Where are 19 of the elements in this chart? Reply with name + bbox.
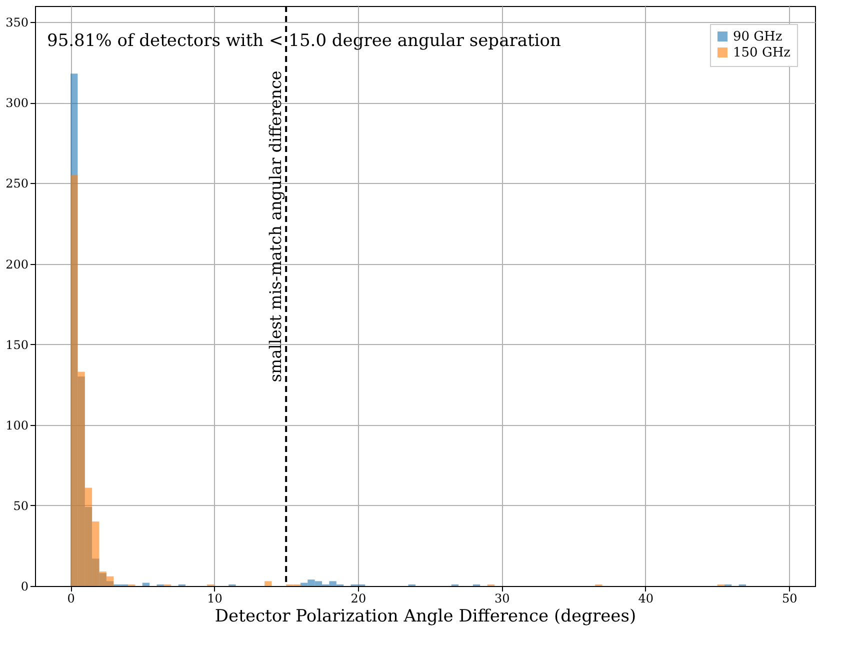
ref-line-label: smallest mis-match angular difference bbox=[266, 70, 286, 382]
legend-label: 150 GHz bbox=[733, 46, 791, 60]
x-tick-label: 0 bbox=[67, 592, 75, 606]
y-tick-label: 350 bbox=[6, 16, 28, 30]
x-axis-title: Detector Polarization Angle Difference (degrees) bbox=[214, 606, 636, 626]
y-tick-label: 150 bbox=[6, 338, 28, 352]
x-tick-label: 10 bbox=[207, 592, 222, 606]
x-tick-label: 20 bbox=[350, 592, 366, 606]
x-tick-label: 40 bbox=[638, 592, 654, 606]
x-tick-label: 30 bbox=[494, 592, 510, 606]
y-tick-label: 200 bbox=[6, 257, 28, 272]
annotation: 95.81% of detectors with < 15.0 degree angular separation bbox=[47, 31, 561, 51]
legend-label: 90 GHz bbox=[733, 30, 782, 44]
x-tick-label: 50 bbox=[782, 592, 798, 606]
y-tick-label: 0 bbox=[20, 580, 28, 594]
y-tick-label: 100 bbox=[6, 418, 28, 432]
y-tick-label: 250 bbox=[6, 176, 28, 191]
y-tick-label: 300 bbox=[6, 96, 28, 110]
y-tick-label: 50 bbox=[13, 498, 28, 513]
